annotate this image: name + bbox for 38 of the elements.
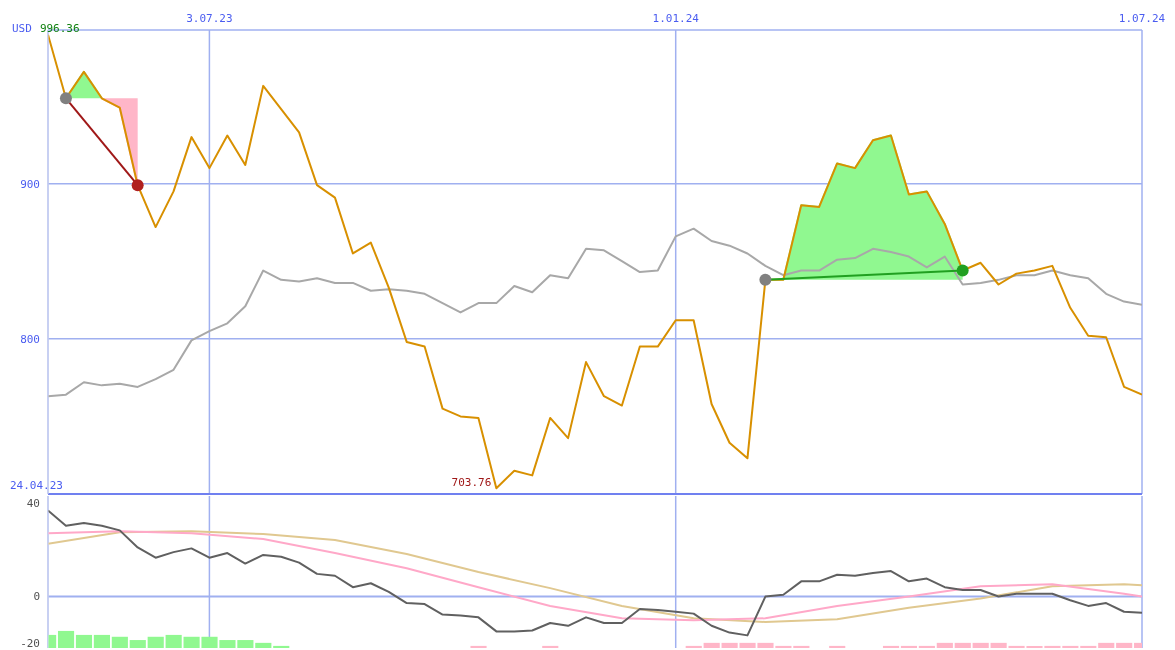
annotation: 703.76 <box>451 476 492 490</box>
bar <box>882 645 900 648</box>
bar <box>1080 645 1097 648</box>
x-tick-label: 1.07.24 <box>1118 12 1166 25</box>
bar <box>129 640 146 648</box>
bar <box>255 642 272 648</box>
bar <box>1098 642 1115 648</box>
bar <box>470 645 487 648</box>
bar <box>829 645 846 648</box>
bar <box>93 634 110 648</box>
bar <box>542 645 559 648</box>
bar <box>954 642 971 648</box>
bar <box>111 636 128 648</box>
point <box>956 264 969 277</box>
bar <box>793 645 810 648</box>
y-tick-label: 0 <box>33 590 40 604</box>
bar <box>703 642 720 648</box>
x-tick-label: 3.07.23 <box>186 12 233 25</box>
y-tick-label: 40 <box>26 496 40 510</box>
y-tick-label: 900 <box>20 177 40 191</box>
x-tick-label: 1.01.24 <box>652 12 700 25</box>
bar <box>918 645 935 648</box>
bar <box>936 642 953 648</box>
y-tick-label: 800 <box>20 332 40 346</box>
annotation: 24.04.23 <box>10 479 63 492</box>
bar <box>273 645 290 648</box>
y-axis-title: USD <box>12 22 32 35</box>
point <box>131 179 144 192</box>
annotation: 996.36 <box>39 22 80 35</box>
bar <box>972 642 989 648</box>
line-series <box>48 509 1142 637</box>
line-series <box>48 227 1142 398</box>
bar <box>147 636 164 648</box>
bar <box>685 645 702 648</box>
bar <box>900 645 918 648</box>
bar <box>165 634 182 648</box>
bar <box>75 634 93 648</box>
y-tick-label: -20 <box>20 637 40 650</box>
